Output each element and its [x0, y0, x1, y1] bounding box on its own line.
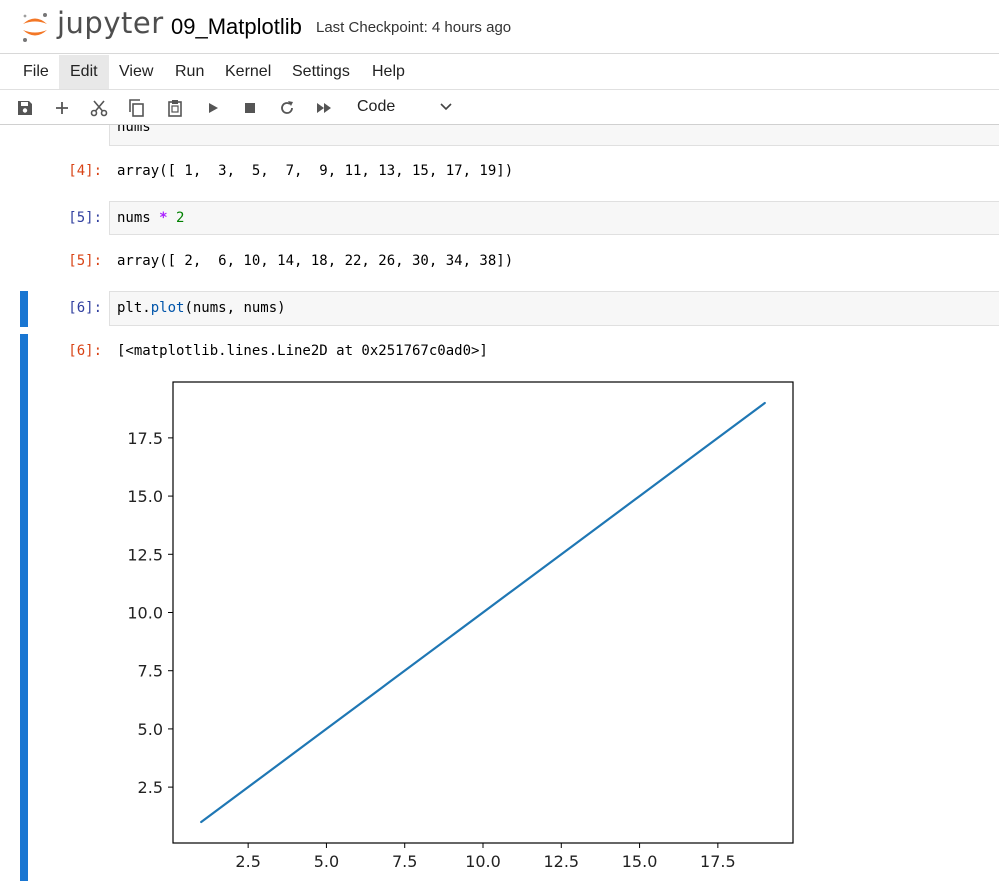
checkpoint-status: Last Checkpoint: 4 hours ago: [316, 19, 512, 36]
cell-type-select[interactable]: Code: [350, 93, 460, 121]
jupyter-brand: jupyter: [57, 6, 164, 40]
x-tick-label: 10.0: [465, 852, 501, 871]
code-text-partial: nums: [117, 125, 151, 135]
x-tick-label: 12.5: [543, 852, 579, 871]
code-number: 2: [176, 210, 185, 226]
output-text-4: array([ 1, 3, 5, 7, 9, 11, 13, 15, 17, 1…: [117, 163, 514, 179]
series-line-0: [200, 401, 766, 824]
y-tick-label: 5.0: [138, 720, 163, 739]
code-input-5[interactable]: [109, 201, 999, 235]
active-cell-output-collapser[interactable]: [20, 334, 28, 881]
code-text-5: nums * 2: [117, 210, 184, 226]
code-function: plot: [150, 300, 185, 316]
jupyter-logo-icon[interactable]: [20, 10, 50, 44]
run-icon[interactable]: [203, 98, 223, 118]
cut-icon[interactable]: [89, 98, 109, 118]
chevron-down-icon: [440, 103, 452, 111]
code-input-partial[interactable]: [109, 125, 999, 146]
active-cell-input-collapser[interactable]: [20, 291, 28, 327]
x-tick-label: 5.0: [314, 852, 339, 871]
save-icon[interactable]: [15, 98, 35, 118]
x-tick-label: 2.5: [235, 852, 260, 871]
code-operator: *: [159, 210, 168, 226]
input-prompt-6: [6]:: [68, 300, 102, 316]
y-tick-label: 15.0: [127, 487, 163, 506]
code-input-6[interactable]: [109, 291, 999, 326]
top-header: jupyter 09_Matplotlib Last Checkpoint: 4…: [0, 0, 999, 54]
notebook-name[interactable]: 09_Matplotlib: [171, 14, 302, 39]
output-text-5: array([ 2, 6, 10, 14, 18, 22, 26, 30, 34…: [117, 253, 514, 269]
menu-kernel[interactable]: Kernel: [225, 63, 272, 80]
code-token: nums: [117, 210, 160, 226]
matplotlib-figure: 2.5 5.0 7.5 10.0 12.5 15.0 17.5 2.5 5.0 7.5 10.0 12…: [127, 381, 794, 871]
x-tick-label: 7.5: [392, 852, 417, 871]
code-token: (nums, nums): [184, 300, 286, 316]
add-cell-icon[interactable]: [52, 98, 72, 118]
menu-file[interactable]: File: [23, 63, 49, 80]
x-tick-label: 15.0: [622, 852, 658, 871]
copy-icon[interactable]: [127, 98, 147, 118]
output-prompt-5: [5]:: [68, 253, 102, 269]
output-prompt-6: [6]:: [68, 343, 102, 359]
y-tick-label: 2.5: [138, 778, 163, 797]
menu-settings[interactable]: Settings: [292, 63, 350, 80]
menu-bar: File Edit View Run Kernel Settings Help: [0, 55, 999, 89]
stop-icon[interactable]: [240, 98, 260, 118]
y-tick-label: 12.5: [127, 545, 163, 564]
x-tick-label: 17.5: [700, 852, 736, 871]
paste-icon[interactable]: [165, 98, 185, 118]
fast-forward-icon[interactable]: [314, 98, 334, 118]
restart-icon[interactable]: [277, 98, 297, 118]
menu-run[interactable]: Run: [175, 63, 205, 80]
y-tick-label: 17.5: [127, 429, 163, 448]
code-text-6: plt.plot(nums, nums): [117, 300, 286, 316]
input-prompt-5: [5]:: [68, 210, 102, 226]
code-token: plt.: [117, 300, 151, 316]
y-tick-label: 7.5: [138, 662, 163, 681]
y-tick-label: 10.0: [127, 604, 163, 623]
menu-view[interactable]: View: [119, 63, 154, 80]
notebook-toolbar: Code: [0, 89, 999, 125]
notebook-panel: nums [4]: array([ 1, 3, 5, 7, 9, 11, 13,…: [0, 125, 999, 881]
menu-help[interactable]: Help: [372, 63, 405, 80]
output-prompt-4: [4]:: [68, 163, 102, 179]
menu-edit[interactable]: Edit: [59, 55, 109, 89]
output-text-6: [<matplotlib.lines.Line2D at 0x251767c0a…: [117, 343, 488, 359]
cell-type-value: Code: [357, 98, 396, 115]
